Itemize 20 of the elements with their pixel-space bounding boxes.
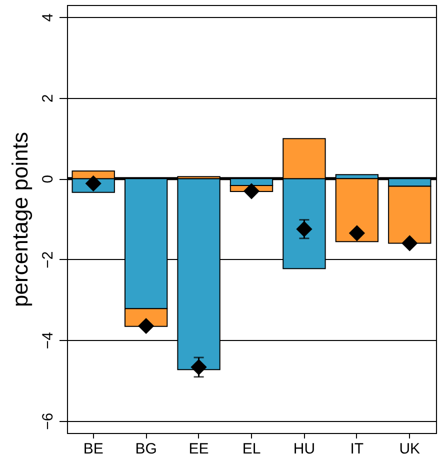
point	[296, 221, 312, 238]
point	[243, 183, 260, 200]
point	[190, 359, 207, 376]
x-tick-label: BG	[135, 440, 157, 456]
y-tick-label: 2	[40, 94, 56, 103]
y-tick-label: −2	[40, 251, 56, 268]
y-axis-title: percentage points	[8, 132, 32, 307]
x-tick-label: UK	[399, 440, 420, 456]
x-tick-label: IT	[350, 440, 364, 456]
y-tick-label: 4	[40, 13, 56, 22]
point	[85, 175, 102, 192]
y-tick-label: −6	[40, 412, 56, 430]
point	[348, 225, 365, 242]
point	[402, 235, 418, 252]
x-tick-label: EE	[188, 440, 209, 456]
x-tick-label: HU	[293, 440, 316, 456]
x-tick-label: EL	[242, 440, 261, 456]
y-tick-label: −4	[40, 332, 56, 350]
y-tick-label: 0	[40, 174, 56, 184]
x-tick-label: BE	[83, 440, 104, 456]
